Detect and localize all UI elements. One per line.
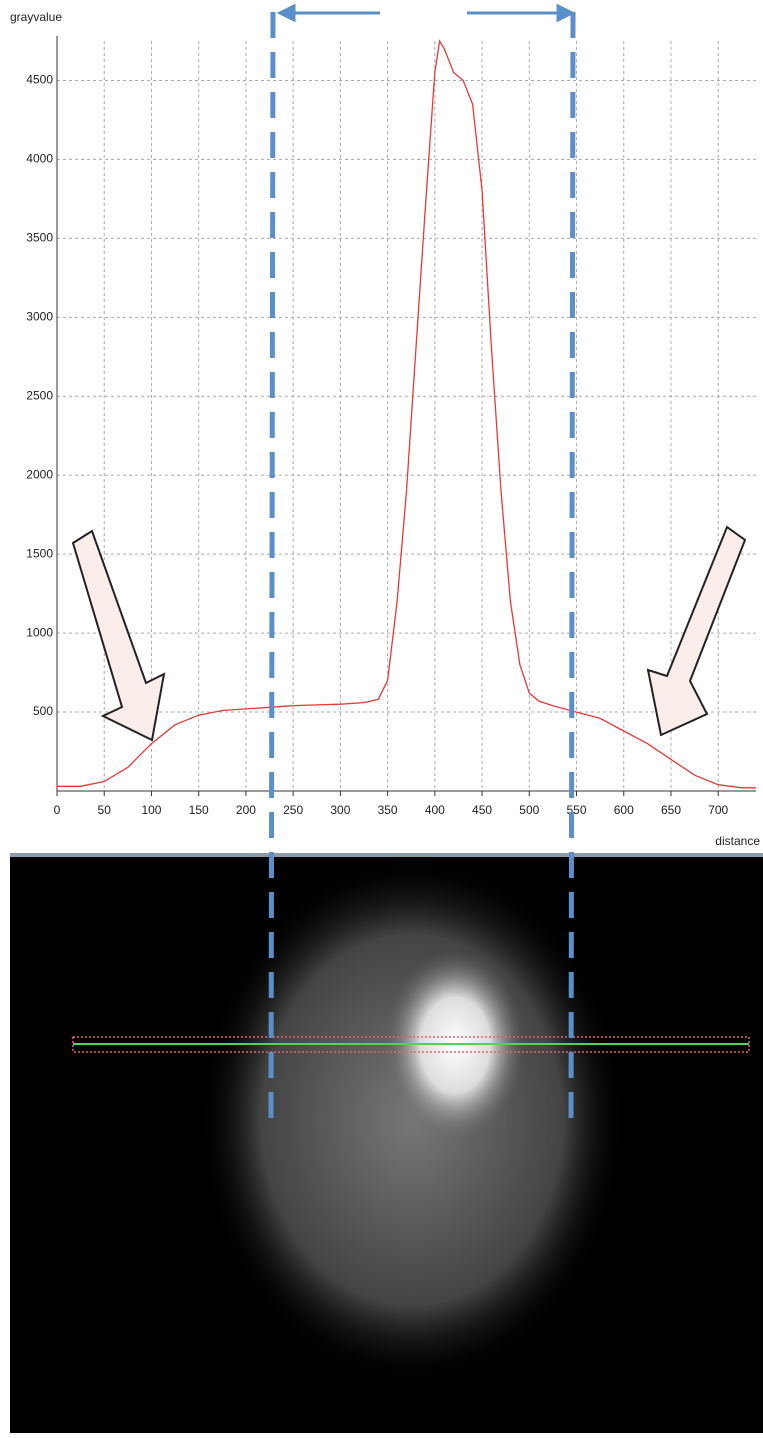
x-axis-label: distance <box>715 834 760 848</box>
x-tick-label: 400 <box>425 803 445 817</box>
profile-line <box>57 39 756 789</box>
x-tick-label: 250 <box>283 803 303 817</box>
y-tick-label: 4500 <box>26 73 53 87</box>
y-tick-label: 2000 <box>26 467 53 481</box>
y-axis-label: grayvalue <box>10 10 62 24</box>
roi-box <box>72 1036 750 1053</box>
x-tick-label: 50 <box>98 803 112 817</box>
x-tick-label: 650 <box>661 803 681 817</box>
y-tick-label: 1500 <box>26 546 53 560</box>
y-tick-label: 4000 <box>26 152 53 166</box>
separator <box>10 853 763 857</box>
callout-arrow-left <box>71 529 166 742</box>
x-tick-label: 500 <box>519 803 539 817</box>
x-tick-label: 300 <box>330 803 350 817</box>
y-tick-label: 500 <box>33 704 53 718</box>
arrow-head <box>276 3 296 23</box>
x-tick-label: 450 <box>472 803 492 817</box>
chart-background <box>0 0 763 855</box>
y-tick-label: 3000 <box>26 309 53 323</box>
y-tick-label: 1000 <box>26 625 53 639</box>
direction-arrows <box>276 3 576 23</box>
x-tick-label: 600 <box>614 803 634 817</box>
arrow-head <box>556 3 576 23</box>
y-tick-label: 3500 <box>26 231 53 245</box>
x-tick-label: 200 <box>236 803 256 817</box>
left-marker <box>268 11 276 1119</box>
x-tick-label: 100 <box>141 803 161 817</box>
y-tick-label: 2500 <box>26 388 53 402</box>
callout-arrow-right <box>646 525 747 737</box>
x-tick-label: 700 <box>708 803 728 817</box>
image-halo <box>197 855 627 1385</box>
x-tick-label: 0 <box>54 803 61 817</box>
right-marker <box>568 11 576 1119</box>
x-tick-label: 150 <box>189 803 209 817</box>
annotation-lines <box>268 11 576 1119</box>
x-tick-label: 350 <box>378 803 398 817</box>
